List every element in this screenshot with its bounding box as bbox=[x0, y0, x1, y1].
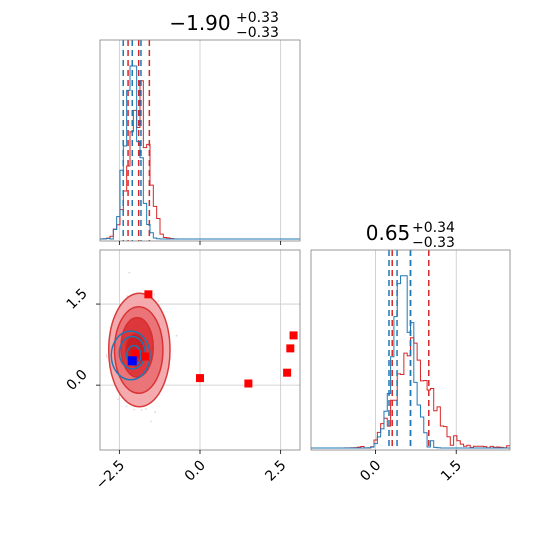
sample-point bbox=[175, 334, 178, 337]
sample-point bbox=[125, 405, 128, 408]
red-marker bbox=[144, 290, 153, 299]
blue-contour bbox=[110, 330, 151, 381]
histogram-blue bbox=[311, 275, 510, 449]
sample-point bbox=[117, 398, 119, 401]
title-lower-error: −0.33 bbox=[412, 235, 455, 251]
sample-point bbox=[145, 408, 147, 411]
red-marker bbox=[141, 352, 150, 361]
x-ticks bbox=[118, 241, 282, 245]
panel-title-param2: 0.65 bbox=[366, 221, 411, 245]
red-marker bbox=[131, 349, 140, 358]
red-marker bbox=[196, 374, 204, 383]
x-ticks: 0.0 1.5 bbox=[357, 450, 465, 485]
sample-point bbox=[150, 420, 152, 423]
sample-point bbox=[140, 408, 143, 411]
contour-series bbox=[105, 271, 298, 423]
grid-lines bbox=[118, 40, 282, 241]
title-upper-error: +0.33 bbox=[236, 10, 279, 26]
grid-lines bbox=[375, 250, 457, 450]
histogram-series bbox=[100, 40, 300, 241]
red-marker bbox=[283, 368, 292, 377]
x-tick-label: 0.0 bbox=[357, 458, 384, 485]
histogram-panel-param2: 0.0 1.5 0.65 +0.34 −0.33 bbox=[310, 220, 511, 485]
sample-point bbox=[153, 293, 156, 296]
panel-title-param1: −1.90 bbox=[169, 11, 230, 35]
blue-marker bbox=[127, 356, 137, 366]
red-marker bbox=[244, 379, 253, 388]
histogram-blue bbox=[100, 65, 300, 240]
x-tick-label: 0.0 bbox=[182, 458, 209, 485]
sample-point bbox=[133, 408, 136, 411]
x-tick-label: −2.5 bbox=[93, 458, 128, 493]
title-upper-error: +0.34 bbox=[412, 220, 455, 236]
title-lower-error: −0.33 bbox=[236, 25, 279, 41]
sample-point bbox=[154, 411, 157, 414]
sample-point bbox=[157, 300, 160, 303]
x-tick-label: 1.5 bbox=[438, 458, 465, 485]
sample-point bbox=[105, 353, 108, 356]
red-marker bbox=[289, 331, 298, 340]
axis-ticks: −2.5 0.0 2.5 0.0 1.5 bbox=[64, 286, 290, 493]
histogram-panel-param1: −1.90 +0.33 −0.33 bbox=[99, 10, 301, 245]
axes-frame bbox=[310, 249, 511, 451]
histogram-series bbox=[311, 250, 510, 450]
x-tick-label: 2.5 bbox=[262, 458, 289, 485]
red-marker bbox=[286, 344, 295, 353]
sample-point bbox=[128, 271, 131, 274]
sample-point bbox=[105, 356, 108, 358]
y-tick-label: 1.5 bbox=[64, 286, 91, 313]
y-tick-label: 0.0 bbox=[64, 367, 91, 394]
contour-panel-param1-vs-param2: −2.5 0.0 2.5 0.0 1.5 bbox=[64, 249, 301, 493]
